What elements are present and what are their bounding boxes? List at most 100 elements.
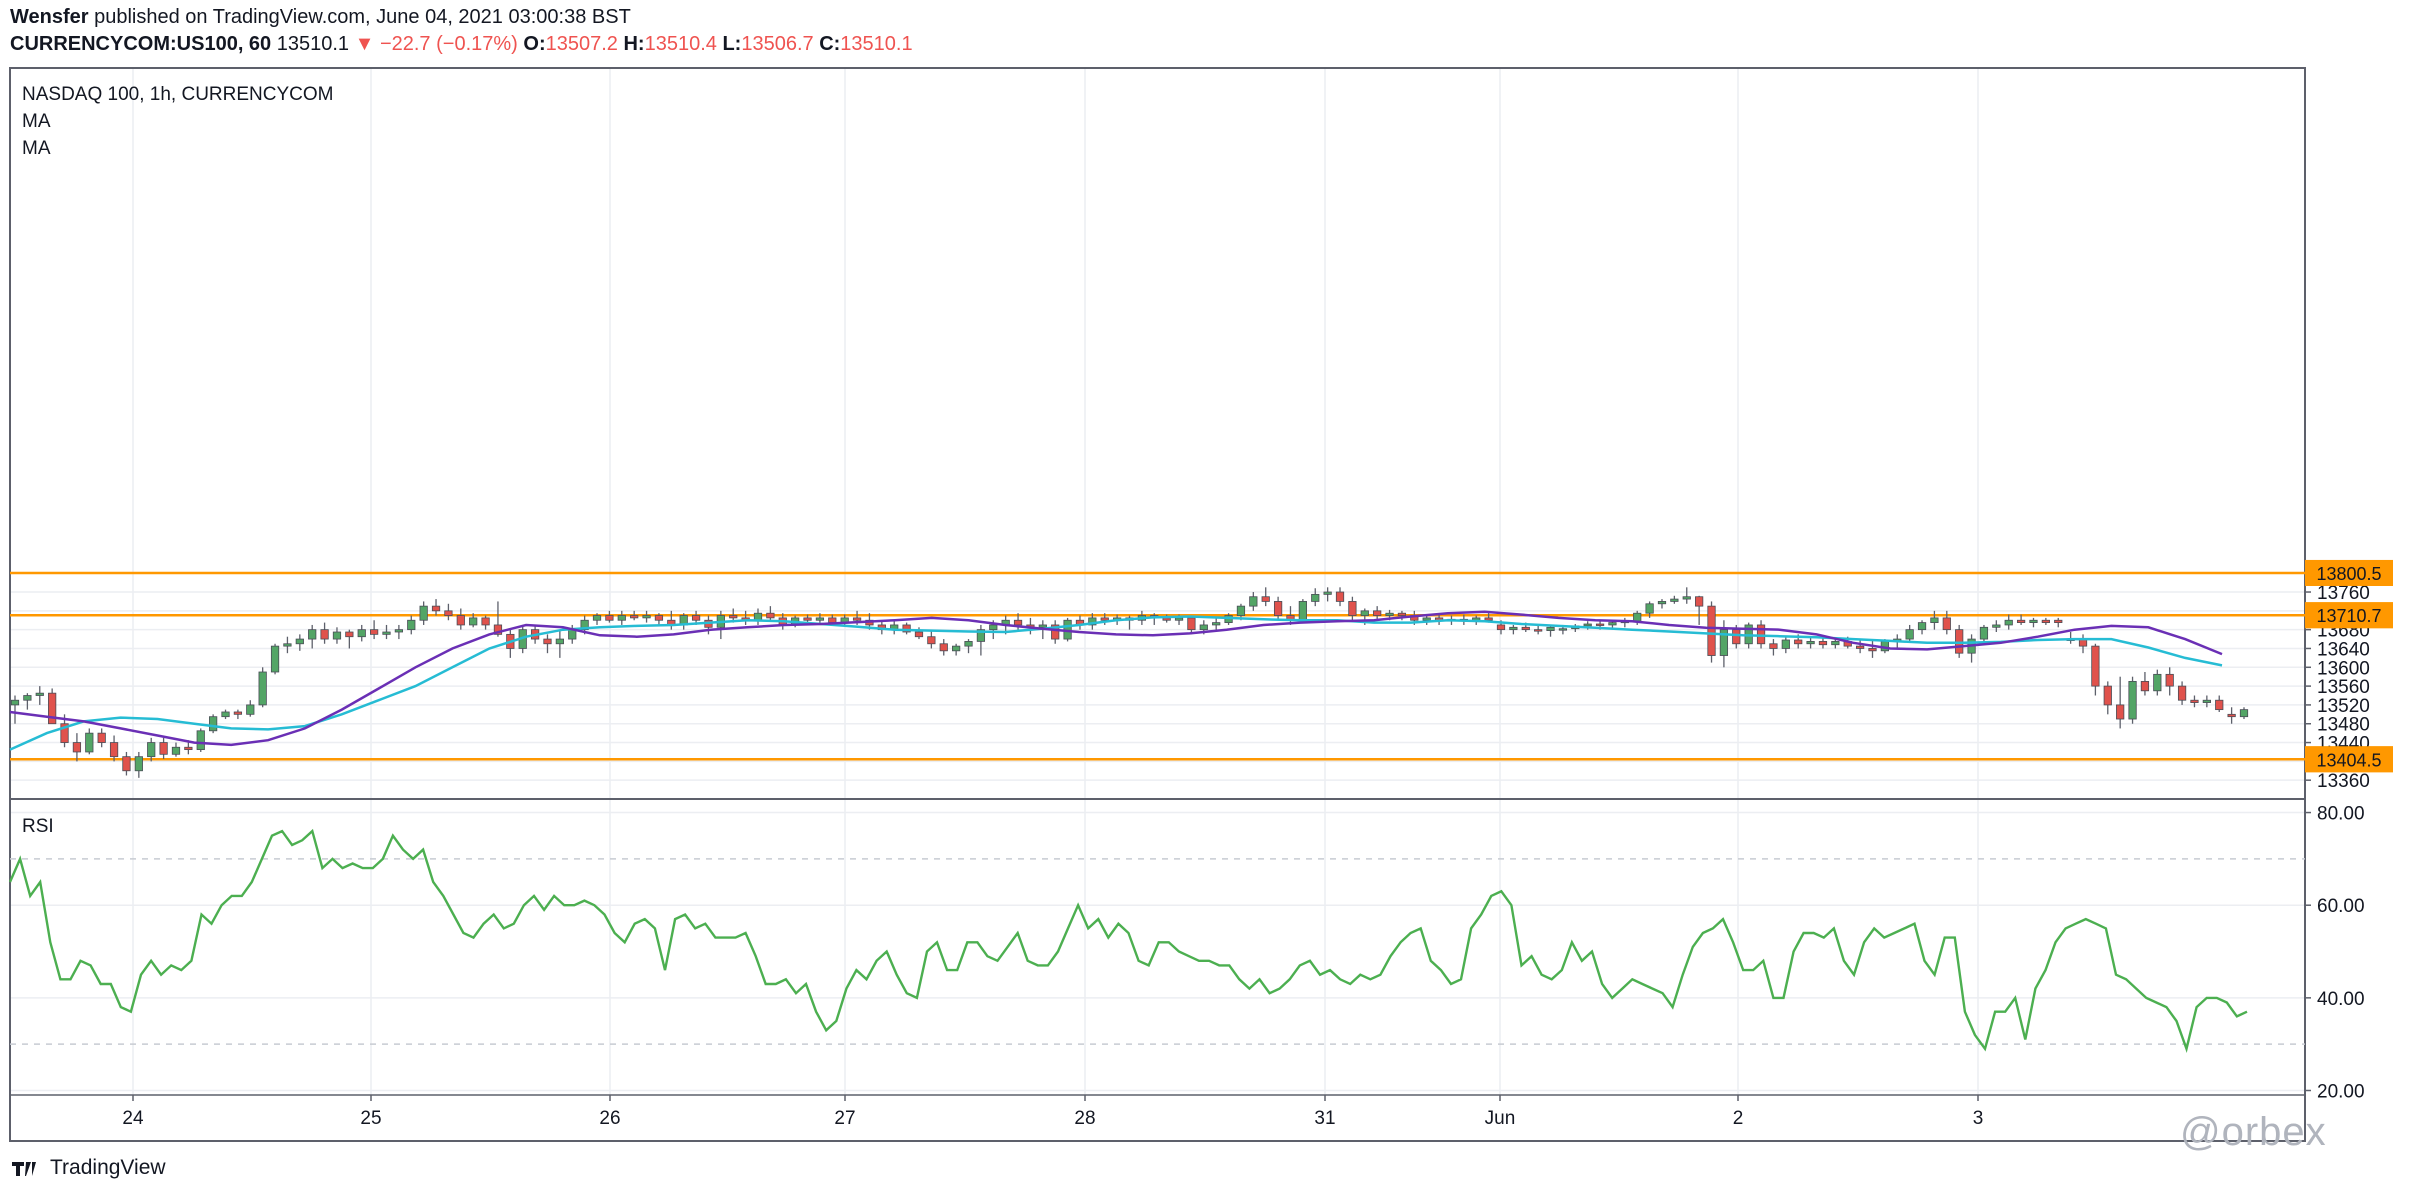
candle-down [109,742,119,758]
candle-down [320,629,329,640]
candle-up [308,629,317,640]
candle-down [493,624,503,635]
time-tick-label: 27 [834,1108,855,1129]
level-price-label: 13800.5 [2316,564,2381,584]
candle-up [1360,610,1369,616]
candle-up [642,615,651,619]
price-tick-label: 13480 [2317,715,2370,736]
ma-legend-2[interactable]: MA [22,138,51,159]
candle-up [617,615,626,621]
price-axis[interactable]: 1336013400134401348013520135601360013640… [2305,559,2393,792]
candle-down [60,723,69,743]
candle-up [469,617,478,626]
footer-brand[interactable]: TradingView [10,1156,166,1180]
grid-lines [10,68,2305,1095]
publisher-name[interactable]: Wensfer [10,6,89,28]
time-axis[interactable]: 24 25 26 27 28 31 Jun 2 3 [122,1095,1983,1129]
candle-down [370,629,379,635]
candle-up [1719,629,1729,656]
candle-up [976,629,986,642]
rsi-tick-label: 40.00 [2317,989,2365,1010]
candle-down [543,638,552,645]
candle-up [815,617,825,621]
level-price-tag [2305,559,2393,586]
publish-info: published on TradingView.com, June 04, 2… [94,6,631,28]
watermark: @orbex [2180,1110,2327,1154]
candle-down [1051,624,1060,640]
time-tick-label: 24 [122,1108,144,1129]
time-tick-label: 3 [1973,1108,1984,1129]
time-tick-label: Jun [1485,1108,1516,1129]
candle-down [1013,619,1023,626]
candle-down [630,615,639,619]
symbol-line: CURRENCYCOM:US100, 60 13510.1 ▼ −22.7 (−… [10,33,913,56]
time-tick-label: 2 [1733,1108,1744,1129]
price-tick-label: 13520 [2317,696,2370,717]
candle-up [1558,628,1568,631]
candle-down [233,711,243,715]
candle-down [2215,699,2224,711]
candle-down [2103,685,2112,706]
candle-up [10,699,20,706]
ma-legend-1[interactable]: MA [22,111,51,132]
candle-up [134,756,143,772]
candle-up [283,643,292,647]
candle-up [1236,605,1246,616]
candle-up [2202,699,2211,703]
chart-title[interactable]: NASDAQ 100, 1h, CURRENCYCOM [22,84,333,105]
candle-down [1794,639,1803,645]
level-price-label: 13710.7 [2316,606,2381,626]
candle-up [1633,612,1642,622]
candle-down [184,746,193,751]
candle-down [456,615,465,626]
candle-up [1583,623,1592,627]
candle-up [1323,591,1332,595]
candle-up [1509,626,1518,631]
candle-down [159,742,168,755]
candle-up [1781,639,1790,649]
candle-up [1831,641,1840,646]
candle-down [1534,629,1543,632]
candle-down [1348,601,1357,616]
candle-up [2153,673,2162,692]
candle-up [1199,624,1208,631]
rsi-legend[interactable]: RSI [22,816,54,837]
candle-down [1695,596,1704,607]
time-tick-label: 28 [1074,1108,1095,1129]
candle-up [555,638,564,645]
candle-up [592,615,602,621]
candle-down [2227,713,2236,718]
candle-down [927,636,936,645]
candle-down [1100,617,1109,621]
candle-down [2165,673,2174,687]
low-label: L: [722,33,742,55]
candle-up [989,624,998,631]
candle-down [2091,645,2100,687]
symbol-name[interactable]: CURRENCYCOM:US100, 60 [10,33,272,55]
level-price-tag [2305,602,2393,629]
rsi-axis[interactable]: 20.00 40.00 60.00 80.00 [2305,804,2365,1103]
candle-down [1273,601,1283,616]
price-tick-label: 13760 [2317,583,2370,604]
candle-down [902,624,911,633]
footer-brand-label: TradingView [50,1156,166,1179]
candle-up [1311,593,1320,602]
candle-down [1496,624,1506,631]
candle-up [23,695,32,701]
publisher-line: Wensfer published on TradingView.com, Ju… [10,6,631,29]
rsi-pane [8,828,2248,1053]
candle-up [1905,629,1914,640]
candle-down [1397,612,1407,616]
candle-up [1038,624,1047,628]
candle-down [803,617,812,621]
candle-up [419,605,428,621]
candle-down [2054,619,2063,623]
candle-down [444,610,453,616]
down-arrow-icon: ▼ [354,33,375,55]
candle-down [1818,641,1828,646]
level-price-tag [2305,746,2393,773]
candle-down [2016,619,2026,623]
candle-down [122,756,131,772]
candle-down [2177,685,2187,701]
